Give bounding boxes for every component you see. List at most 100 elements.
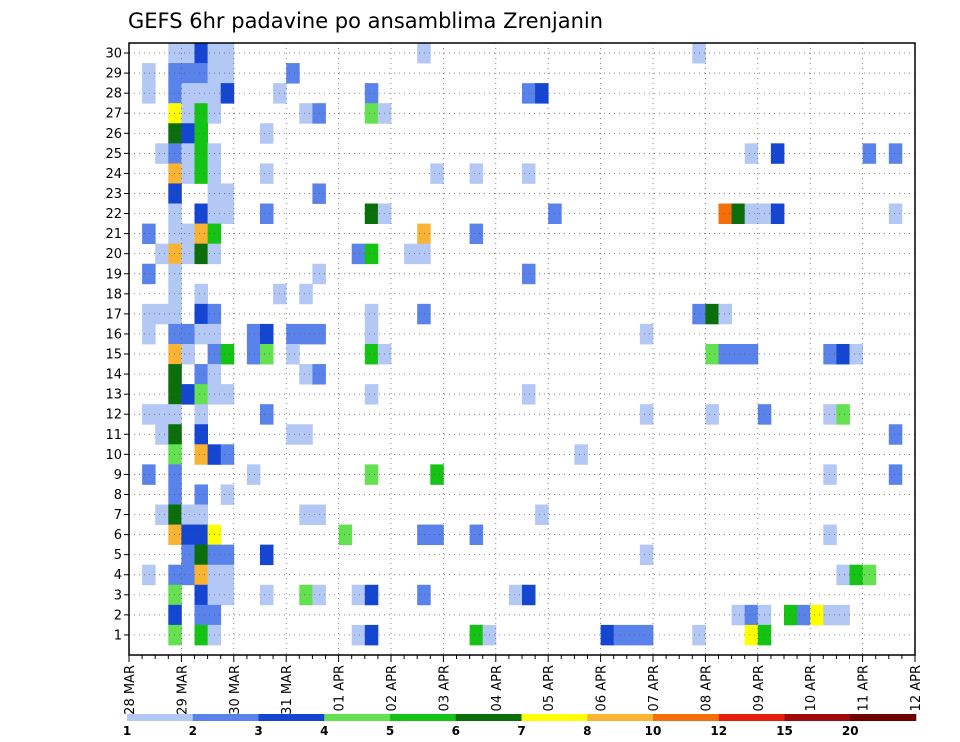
heatmap-cell (155, 504, 169, 525)
heatmap-cell (142, 263, 156, 285)
heatmap-cell (142, 464, 156, 485)
x-tick-label: 09 APR (752, 665, 767, 711)
x-axis: 28 MAR 29 MAR 30 MAR 31 MAR 01 APR 02 APR 03 A… (123, 655, 924, 715)
y-tick-label: 16 (105, 327, 122, 342)
heatmap-cell (168, 584, 182, 606)
heatmap-cell (299, 323, 313, 345)
heatmap-cell (220, 63, 235, 84)
heatmap-cell (286, 323, 300, 345)
heatmap-cell (181, 123, 195, 144)
heatmap-cell (142, 404, 156, 425)
heatmap-cell (168, 343, 182, 365)
x-tick-label: 28 MAR (123, 665, 138, 715)
heatmap-cell (194, 303, 208, 325)
x-tick-label: 29 MAR (175, 665, 190, 715)
y-tick-label: 8 (114, 488, 122, 503)
heatmap-cell (194, 123, 208, 144)
heatmap-cell (364, 83, 379, 104)
heatmap-cell (718, 203, 732, 224)
heatmap-cell (220, 343, 235, 365)
heatmap-cell (168, 384, 182, 405)
heatmap-cell (731, 604, 746, 626)
heatmap-cell (168, 163, 182, 184)
heatmap-cell (155, 404, 169, 425)
heatmap-cell (168, 43, 182, 64)
heatmap-cell (574, 444, 588, 465)
y-tick-label: 7 (114, 508, 122, 523)
heatmap-cell (220, 203, 235, 224)
heatmap-cell (718, 343, 732, 365)
heatmap-cell (823, 404, 837, 425)
heatmap-cell (613, 624, 628, 646)
heatmap-cell (194, 243, 208, 265)
heatmap-cell (168, 504, 182, 525)
x-tick-label: 31 MAR (280, 665, 295, 715)
heatmap-cell (168, 424, 182, 445)
heatmap-cell (260, 203, 274, 224)
heatmap-cell (246, 343, 261, 365)
heatmap-cell (260, 584, 274, 606)
heatmap-cell (194, 544, 208, 566)
heatmap-cell (888, 143, 903, 164)
heatmap-cell (299, 584, 313, 606)
heatmap-cell (836, 343, 850, 365)
heatmap-cell (168, 444, 182, 465)
x-tick-label: 08 APR (699, 665, 714, 711)
x-tick-label: 03 APR (437, 665, 452, 711)
heatmap-cell (770, 143, 785, 164)
gridlines (129, 43, 915, 655)
x-tick-label: 10 APR (804, 665, 819, 711)
legend-swatch (258, 714, 325, 721)
legend-label: 4 (320, 724, 328, 738)
heatmap-cell (364, 243, 379, 265)
color-legend: 1 2 3 4 5 6 7 8 10 12 15 20 (123, 714, 917, 738)
heatmap-cell (744, 604, 759, 626)
heatmap-cell (351, 243, 366, 265)
heatmap-cell (168, 564, 182, 586)
heatmap-cell (744, 343, 759, 365)
heatmap-cell (181, 343, 195, 365)
legend-swatch (653, 714, 720, 721)
heatmap-cell (430, 524, 444, 546)
heatmap-cell (181, 504, 195, 525)
heatmap-cell (194, 584, 208, 606)
heatmap-cell (194, 604, 208, 626)
heatmap-cell (194, 203, 208, 224)
legend-swatch (850, 714, 917, 721)
heatmap-cell (246, 464, 261, 485)
heatmap-cell (155, 303, 169, 325)
heatmap-cell (168, 263, 182, 285)
heatmap-cell (168, 323, 182, 345)
heatmap-cell (181, 83, 195, 104)
heatmap-cell (417, 584, 431, 606)
legend-swatch (127, 714, 194, 721)
heatmap-cell (194, 223, 208, 245)
heatmap-cell (338, 524, 353, 546)
heatmap-cell (194, 424, 208, 445)
heatmap-cell (744, 143, 759, 164)
legend-swatch (455, 714, 522, 721)
heatmap-cell (744, 624, 759, 646)
heatmap-cell (299, 364, 313, 385)
heatmap-cell (286, 343, 300, 365)
heatmap-cell (626, 624, 641, 646)
legend-label: 20 (842, 724, 859, 738)
heatmap-cell (260, 404, 274, 425)
heatmap-cell (299, 424, 313, 445)
heatmap-cell (168, 404, 182, 425)
legend-label: 1 (123, 724, 131, 738)
heatmap-cell (194, 103, 208, 124)
heatmap-cell (168, 303, 182, 325)
heatmap-cell (639, 404, 654, 425)
legend-swatch (390, 714, 457, 721)
heatmap-cell (836, 604, 850, 626)
heatmap-cell (404, 243, 418, 265)
y-tick-label: 18 (105, 287, 122, 302)
heatmap-cell (417, 303, 431, 325)
heatmap-cell (168, 624, 182, 646)
heatmap-cell (718, 303, 732, 325)
x-tick-label: 02 APR (385, 665, 400, 711)
heatmap-cell (823, 604, 837, 626)
heatmap-cell (168, 223, 182, 245)
